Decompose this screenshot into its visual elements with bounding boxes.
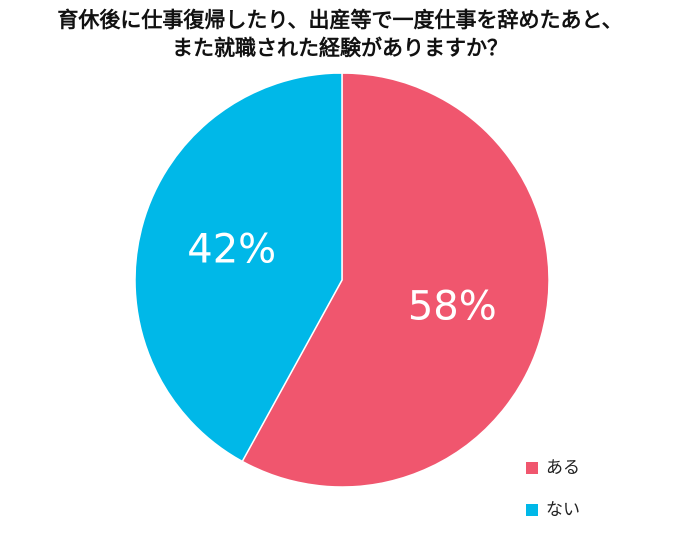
legend-label: ない	[546, 500, 580, 520]
value-label: 42%	[187, 227, 276, 273]
legend-label: ある	[546, 458, 580, 478]
legend-swatch	[526, 504, 538, 516]
legend-swatch	[526, 462, 538, 474]
value-label: 58%	[408, 283, 497, 329]
pie-slice	[241, 72, 550, 488]
chart-title: 育休後に仕事復帰したり、出産等で一度仕事を辞めたあと、	[57, 8, 622, 32]
pie-slice	[134, 72, 343, 463]
chart-title: また就職された経験がありますか？	[172, 36, 508, 60]
